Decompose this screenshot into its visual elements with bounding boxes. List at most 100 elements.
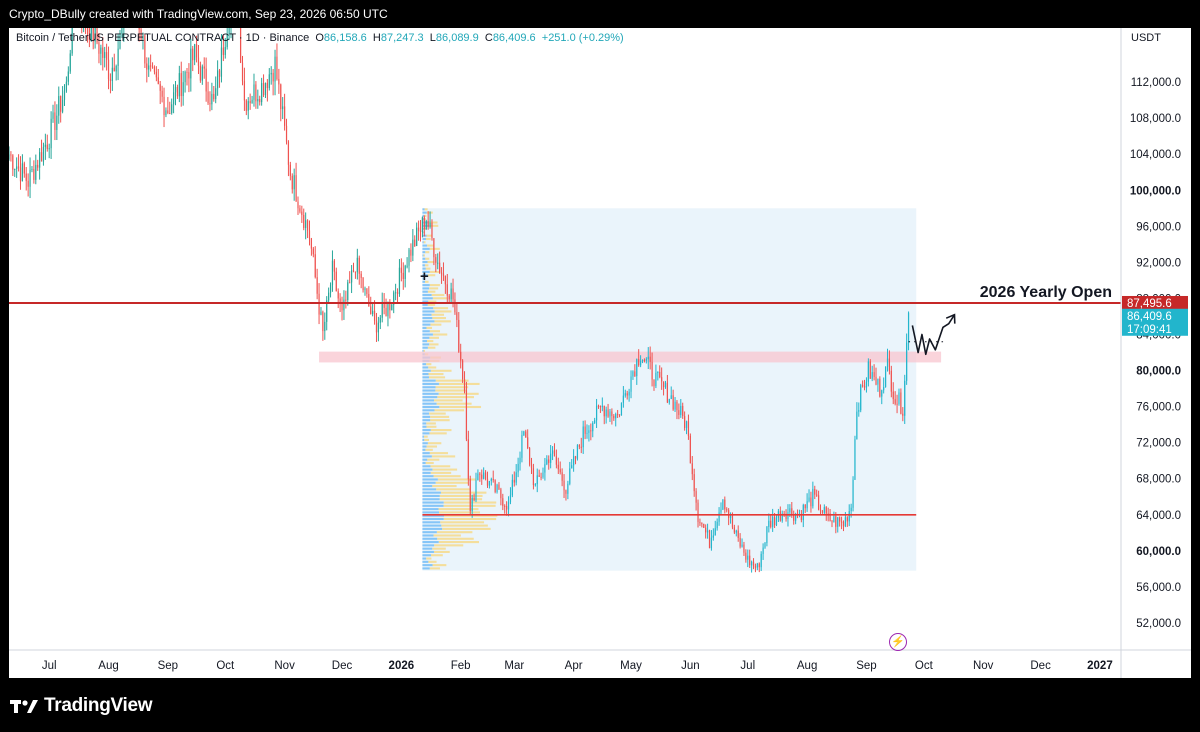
candle bbox=[322, 311, 324, 332]
candle bbox=[176, 87, 179, 97]
candle bbox=[561, 472, 563, 481]
candle bbox=[23, 163, 25, 174]
candle bbox=[605, 409, 607, 417]
candle bbox=[224, 47, 226, 55]
candle bbox=[737, 530, 739, 538]
volume-profile-bar bbox=[427, 290, 436, 293]
volume-profile-bar bbox=[422, 287, 430, 290]
tradingview-footer: TradingView bbox=[10, 693, 153, 719]
candle bbox=[680, 405, 682, 415]
candle bbox=[494, 480, 496, 492]
candle bbox=[218, 70, 221, 77]
candle bbox=[860, 385, 862, 411]
volume-profile-bar bbox=[432, 333, 448, 336]
price-tick-label: 96,000.0 bbox=[1136, 221, 1181, 233]
candle bbox=[398, 267, 401, 294]
candle bbox=[509, 495, 512, 503]
projection-path bbox=[911, 314, 956, 356]
candle bbox=[751, 561, 753, 566]
price-label-badge bbox=[1122, 308, 1188, 323]
volume-profile-bar bbox=[422, 261, 428, 264]
candle bbox=[140, 29, 142, 41]
candle bbox=[668, 399, 670, 403]
volume-profile-bar bbox=[422, 336, 430, 339]
currency-label[interactable]: USDT bbox=[1131, 32, 1161, 44]
candle bbox=[806, 501, 808, 509]
volume-profile-bar bbox=[422, 435, 424, 438]
candle bbox=[628, 391, 630, 396]
candle bbox=[194, 44, 196, 61]
time-tick-label: Mar bbox=[504, 660, 524, 672]
candle bbox=[863, 386, 866, 388]
volume-profile-bar bbox=[422, 475, 434, 478]
candle bbox=[548, 459, 550, 463]
volume-profile-bar bbox=[422, 392, 439, 395]
volume-profile-bar bbox=[422, 415, 431, 418]
candle bbox=[121, 28, 123, 34]
candle bbox=[414, 239, 416, 246]
volume-profile-bar bbox=[438, 392, 479, 395]
volume-profile-bar bbox=[422, 478, 438, 481]
candlestick-series bbox=[9, 28, 910, 573]
candle bbox=[827, 513, 829, 515]
chart-panel[interactable]: 2026 Yearly Open + 112,000.0 108,000.0 104,… bbox=[9, 28, 1191, 678]
volume-profile-bar bbox=[422, 419, 431, 422]
candle bbox=[852, 479, 854, 508]
candle bbox=[406, 265, 408, 267]
volume-profile-bar bbox=[422, 310, 435, 313]
candle bbox=[894, 399, 896, 404]
time-tick-label: Sep bbox=[856, 660, 876, 672]
symbol-legend: Bitcoin / TetherUS PERPETUAL CONTRACT · … bbox=[16, 32, 624, 44]
candle bbox=[463, 379, 466, 391]
candle bbox=[653, 379, 655, 387]
candle bbox=[462, 360, 464, 380]
change-value: +251.0 (+0.29%) bbox=[541, 32, 624, 44]
volume-profile-bar bbox=[442, 527, 491, 530]
volume-profile-bar bbox=[426, 425, 437, 428]
candle bbox=[741, 544, 743, 547]
candle bbox=[705, 527, 707, 533]
candle bbox=[257, 99, 259, 102]
candle bbox=[197, 57, 200, 66]
candle bbox=[837, 517, 839, 527]
volume-profile-bar bbox=[430, 369, 452, 372]
candle bbox=[282, 106, 284, 110]
candle bbox=[498, 484, 500, 490]
candle bbox=[745, 552, 747, 560]
volume-profile-bar bbox=[438, 382, 480, 385]
candle bbox=[703, 523, 705, 528]
lightning-icon[interactable]: ⚡ bbox=[889, 633, 907, 651]
candle bbox=[640, 361, 642, 366]
volume-profile-bar bbox=[423, 254, 426, 257]
candle bbox=[506, 506, 508, 510]
volume-profile-bar bbox=[422, 214, 425, 217]
candle bbox=[39, 152, 41, 168]
candle bbox=[871, 372, 873, 379]
candle bbox=[324, 321, 326, 332]
volume-profile-bar bbox=[435, 389, 468, 392]
volume-profile-bar bbox=[422, 491, 441, 494]
candle bbox=[469, 479, 471, 512]
candle bbox=[284, 106, 286, 126]
volume-profile-bar bbox=[429, 287, 439, 290]
volume-profile-bar bbox=[422, 468, 433, 471]
candle bbox=[701, 523, 703, 525]
volume-profile-bar bbox=[422, 524, 442, 527]
volume-profile-bar bbox=[437, 478, 476, 481]
volume-profile-bar bbox=[426, 422, 436, 425]
price-chart[interactable]: 2026 Yearly Open + 112,000.0 108,000.0 104,… bbox=[9, 28, 1191, 678]
candle bbox=[724, 499, 726, 510]
candle bbox=[760, 553, 762, 568]
candle bbox=[500, 489, 502, 499]
candle bbox=[611, 411, 613, 416]
candle bbox=[814, 488, 816, 495]
candle bbox=[829, 513, 831, 522]
volume-profile-bar bbox=[422, 425, 427, 428]
price-tick-label: 76,000.0 bbox=[1136, 402, 1181, 414]
candle bbox=[567, 483, 569, 494]
volume-profile-bar bbox=[424, 264, 429, 267]
close-label: C bbox=[484, 32, 493, 44]
candle bbox=[766, 526, 768, 544]
volume-profile-bar bbox=[422, 257, 426, 260]
candle bbox=[17, 166, 20, 168]
